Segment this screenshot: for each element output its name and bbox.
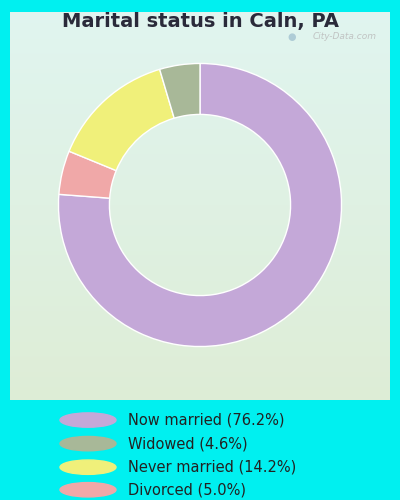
Text: Now married (76.2%): Now married (76.2%) (128, 412, 284, 428)
Text: Never married (14.2%): Never married (14.2%) (128, 460, 296, 474)
Text: City-Data.com: City-Data.com (313, 32, 377, 42)
Circle shape (60, 482, 116, 497)
Wedge shape (69, 70, 174, 170)
Text: ●: ● (288, 32, 296, 42)
Circle shape (60, 460, 116, 474)
Wedge shape (58, 64, 342, 346)
Wedge shape (160, 64, 200, 118)
Circle shape (60, 436, 116, 451)
Circle shape (60, 413, 116, 427)
Text: Widowed (4.6%): Widowed (4.6%) (128, 436, 248, 451)
Text: Marital status in Caln, PA: Marital status in Caln, PA (62, 12, 338, 32)
Text: Divorced (5.0%): Divorced (5.0%) (128, 482, 246, 497)
Wedge shape (59, 151, 116, 198)
